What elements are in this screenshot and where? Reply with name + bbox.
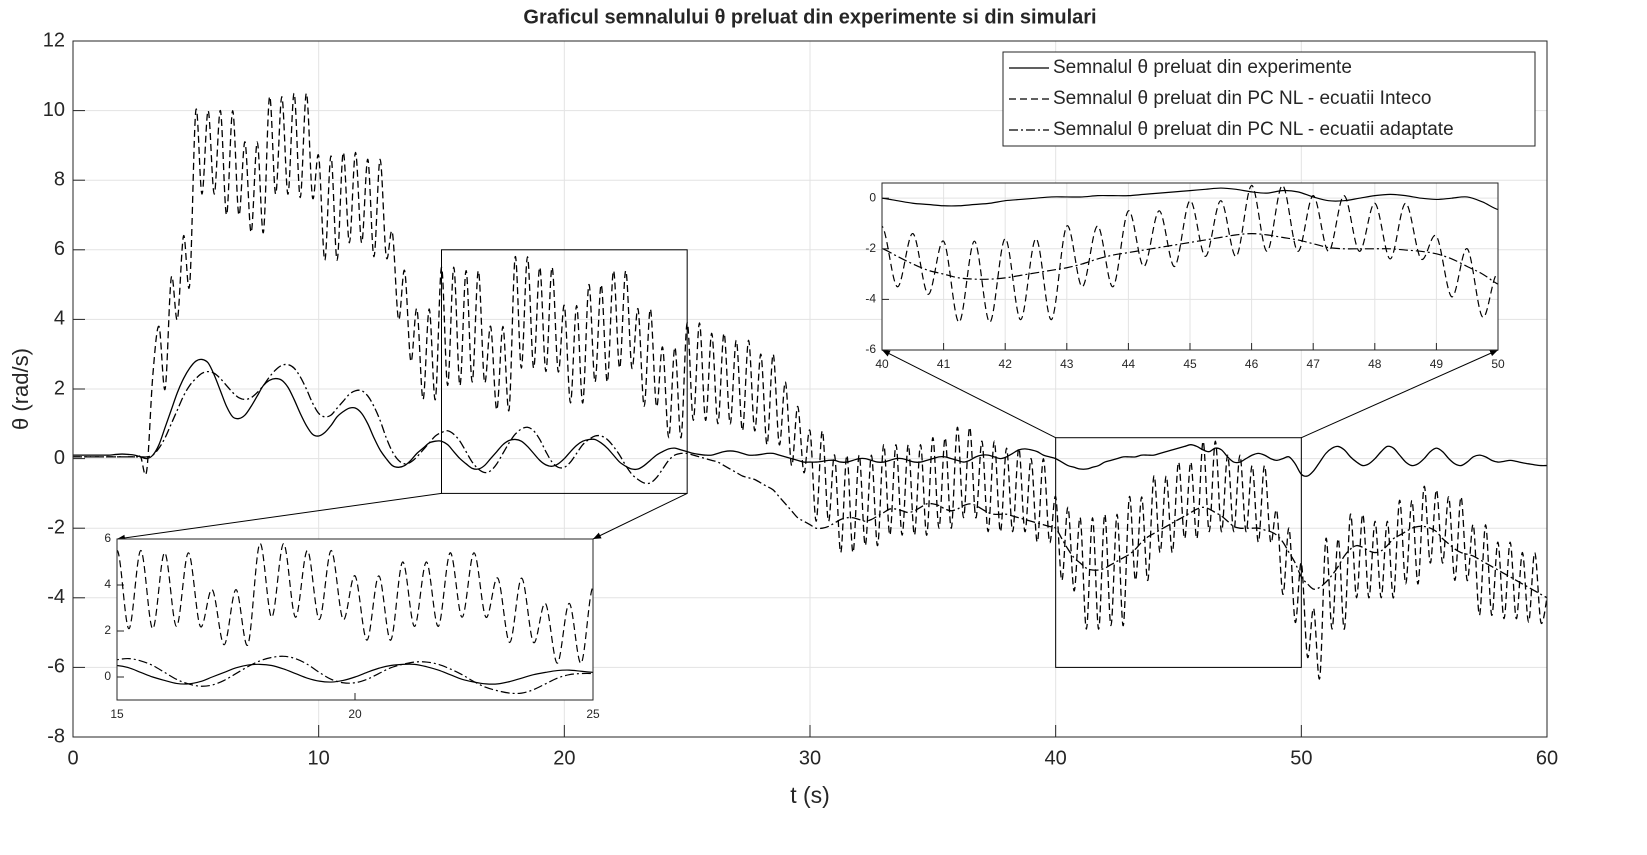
y-tick-label: 4 [104,577,111,591]
y-tick-label: -2 [865,241,876,255]
x-tick-label: 40 [1045,747,1067,769]
connector [116,492,442,542]
x-tick-label: 47 [1307,357,1321,371]
x-tick-label: 46 [1245,357,1259,371]
connector [881,349,1056,439]
y-tick-label: 6 [104,531,111,545]
legend-label: Semnalul θ preluat din PC NL - ecuatii I… [1053,88,1431,109]
x-tick-label: 15 [110,707,124,721]
x-tick-label: 48 [1368,357,1382,371]
y-tick-label: 2 [54,377,65,399]
y-tick-label: 6 [54,238,65,260]
x-tick-label: 30 [799,747,821,769]
x-tick-label: 41 [937,357,951,371]
x-tick-label: 20 [348,707,362,721]
y-tick-label: -6 [865,342,876,356]
series-group [882,184,1498,323]
y-tick-label: -4 [47,586,65,608]
x-tick-label: 49 [1430,357,1444,371]
plot-area [117,539,593,700]
y-tick-label: 0 [54,447,65,469]
zoom-region [441,249,688,494]
plot-frame [881,182,1499,351]
x-tick-label: 20 [553,747,575,769]
zoom-region [1055,437,1302,668]
connector [1301,349,1499,439]
y-tick-label: 10 [43,99,65,121]
x-tick-label: 50 [1290,747,1312,769]
x-tick-label: 10 [308,747,330,769]
x-tick-label: 42 [999,357,1013,371]
x-tick-label: 50 [1491,357,1505,371]
plot-frame [72,40,1548,738]
legend-label: Semnalul θ preluat din experimente [1053,57,1352,78]
chart-title: Graficul semnalului θ preluat din experi… [523,6,1096,28]
series-line [882,187,1498,211]
y-tick-label: 12 [43,29,65,51]
x-tick-label: 44 [1122,357,1136,371]
legend-box [1002,51,1536,147]
y-tick-label: 0 [104,669,111,683]
x-tick-label: 45 [1183,357,1197,371]
x-tick-label: 43 [1060,357,1074,371]
y-tick-label: 2 [104,623,111,637]
series-line [117,655,593,695]
x-tick-label: 60 [1536,747,1558,769]
y-axis-label: θ (rad/s) [8,348,33,430]
y-tick-label: 4 [54,308,65,330]
y-tick-label: -6 [47,656,65,678]
x-tick-label: 25 [586,707,600,721]
y-tick-label: -2 [47,516,65,538]
y-tick-label: -4 [865,292,876,306]
series-line [882,184,1498,323]
series-group [117,542,593,695]
y-tick-label: 0 [869,190,876,204]
legend-label: Semnalul θ preluat din PC NL - ecuatii a… [1053,119,1454,140]
y-tick-label: 8 [54,168,65,190]
series-line [882,233,1498,285]
connector [592,492,688,540]
x-axis-label: t (s) [790,782,830,808]
series-line [73,92,1547,680]
y-tick-label: -8 [47,725,65,747]
x-tick-label: 40 [875,357,889,371]
plot-frame [116,538,594,701]
x-tick-label: 0 [67,747,78,769]
